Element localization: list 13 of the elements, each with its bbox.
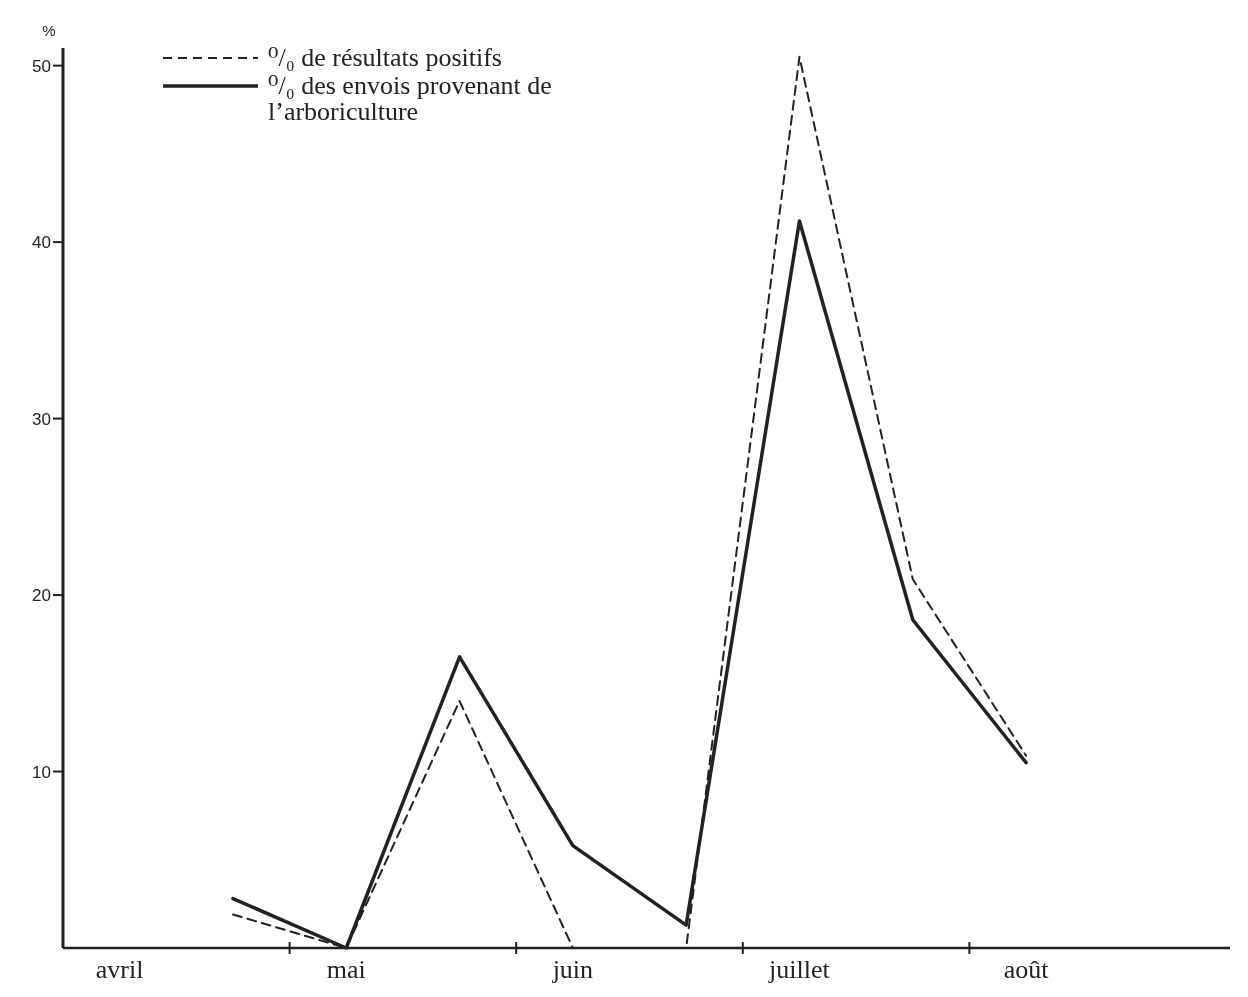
x-tick-label: avril [95,955,144,984]
x-tick-label: juin [551,955,594,984]
x-tick-label: juillet [768,955,831,984]
x-tick-label: août [1003,955,1050,984]
y-axis-title: % [42,22,56,39]
legend-label: ⁰/₀ des envois provenant de l’arboriculture [268,71,552,126]
x-tick-label: mai [326,955,366,984]
legend-label: ⁰/₀ de résultats positifs [268,43,502,72]
y-tick-label: 50 [32,56,51,76]
y-tick-label: 20 [32,586,51,606]
y-tick-label: 10 [32,762,51,782]
y-tick-label: 30 [32,409,51,429]
y-tick-label: 40 [32,233,51,253]
